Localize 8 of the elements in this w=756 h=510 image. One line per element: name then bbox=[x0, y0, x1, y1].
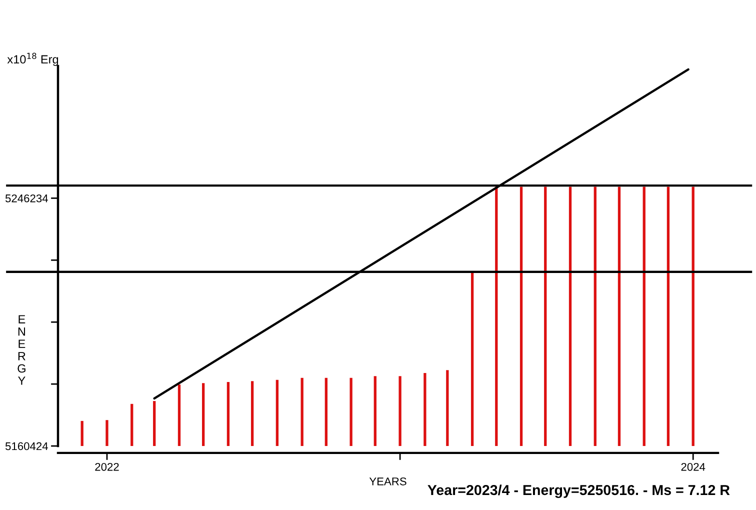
y-axis-title: ENERGY bbox=[18, 315, 26, 385]
text: Year=2023/4 - Energy=5250516. - Ms = 7.12 R bbox=[428, 484, 730, 498]
text: x10$^{18}$ Erg bbox=[7, 52, 58, 66]
x-tick-label: 2024 bbox=[681, 462, 706, 471]
y-tick-label: 5160424 bbox=[5, 442, 48, 450]
y-tick-label: 5246234 bbox=[5, 194, 48, 202]
x-tick-label: 2022 bbox=[95, 462, 119, 471]
x-axis-title: YEARS bbox=[369, 477, 406, 486]
